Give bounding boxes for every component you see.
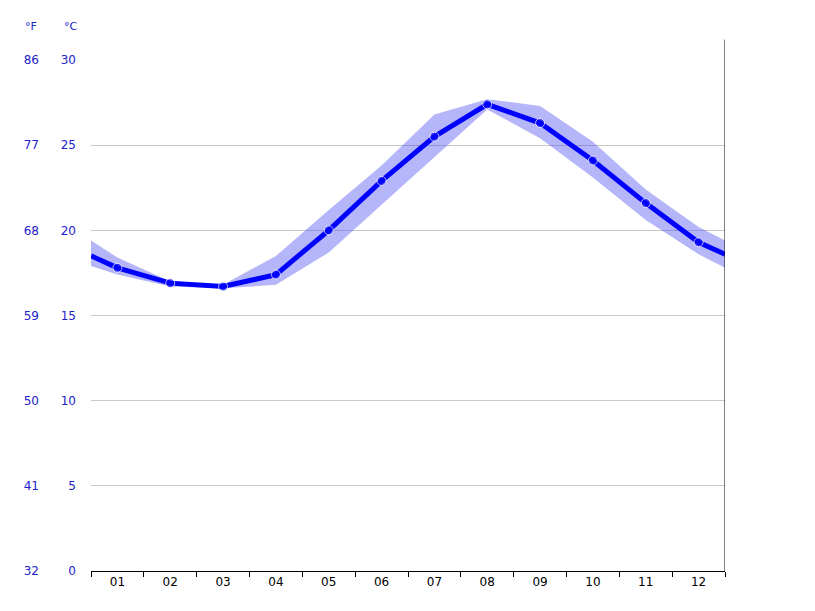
svg-text:01: 01 (110, 575, 125, 589)
svg-text:68: 68 (24, 224, 39, 238)
svg-text:10: 10 (61, 394, 76, 408)
svg-text:05: 05 (321, 575, 336, 589)
svg-text:07: 07 (427, 575, 442, 589)
svg-text:25: 25 (61, 138, 76, 152)
svg-text:41: 41 (24, 479, 39, 493)
svg-text:59: 59 (24, 309, 39, 323)
svg-text:32: 32 (24, 564, 39, 578)
svg-text:°F: °F (25, 20, 37, 33)
svg-text:06: 06 (374, 575, 389, 589)
svg-text:15: 15 (61, 309, 76, 323)
svg-text:10: 10 (585, 575, 600, 589)
svg-text:°C: °C (64, 20, 78, 33)
svg-text:86: 86 (24, 53, 39, 67)
svg-text:77: 77 (24, 138, 39, 152)
svg-text:02: 02 (163, 575, 178, 589)
svg-text:09: 09 (532, 575, 547, 589)
svg-text:20: 20 (61, 224, 76, 238)
svg-text:30: 30 (61, 53, 76, 67)
svg-text:03: 03 (215, 575, 230, 589)
svg-text:0: 0 (68, 564, 76, 578)
svg-text:11: 11 (638, 575, 653, 589)
svg-text:5: 5 (68, 479, 76, 493)
svg-text:04: 04 (268, 575, 283, 589)
svg-text:12: 12 (691, 575, 706, 589)
svg-text:50: 50 (24, 394, 39, 408)
svg-text:08: 08 (480, 575, 495, 589)
